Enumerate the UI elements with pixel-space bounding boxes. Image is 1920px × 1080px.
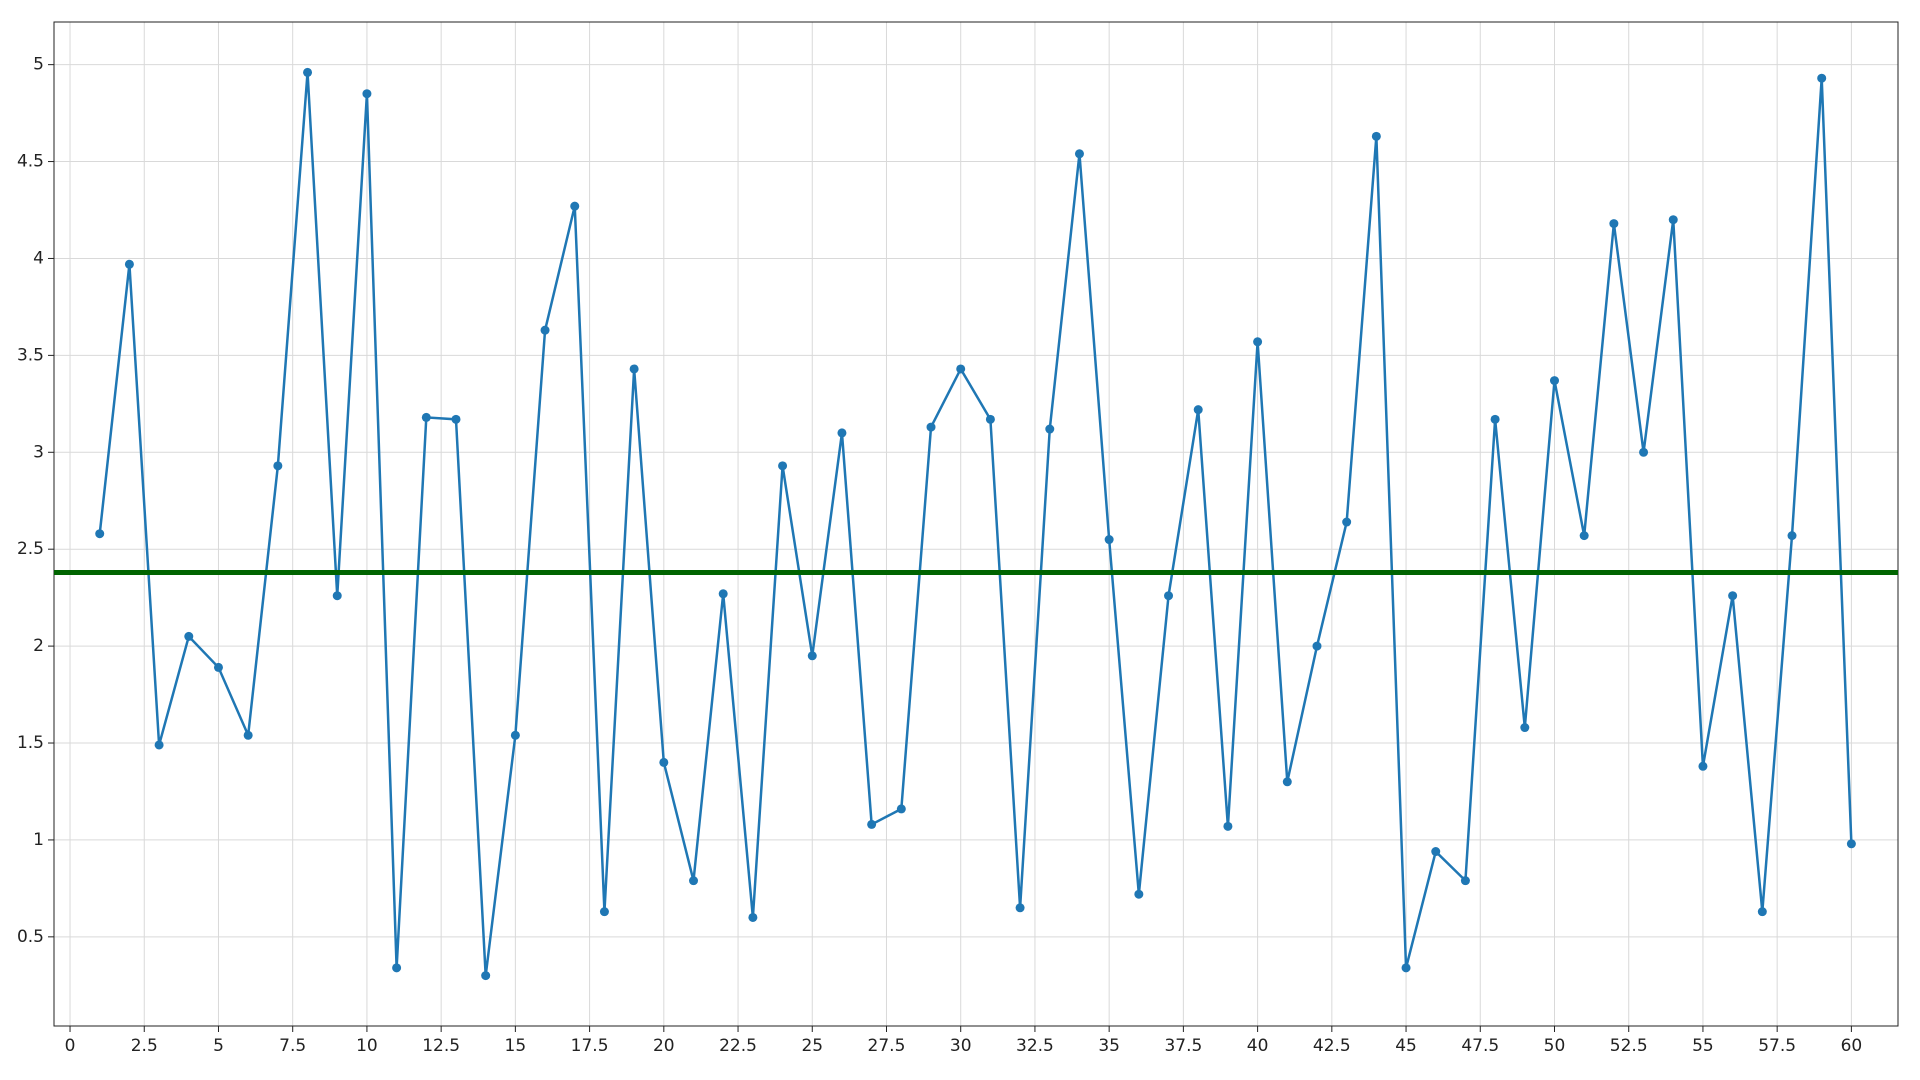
data-point bbox=[1223, 821, 1233, 831]
x-tick-label: 27.5 bbox=[868, 1036, 906, 1056]
data-point bbox=[1639, 447, 1649, 457]
y-tick-label: 1.5 bbox=[17, 733, 44, 753]
data-point bbox=[362, 89, 372, 99]
x-tick-label: 17.5 bbox=[571, 1036, 609, 1056]
y-tick-label: 4.5 bbox=[17, 152, 44, 172]
data-point bbox=[659, 757, 669, 767]
data-point bbox=[1401, 963, 1411, 973]
data-point bbox=[1668, 215, 1678, 225]
data-point bbox=[599, 907, 609, 917]
x-tick-label: 55 bbox=[1692, 1036, 1714, 1056]
data-point bbox=[1282, 777, 1292, 787]
y-tick-label: 5 bbox=[33, 55, 44, 75]
y-tick-label: 3 bbox=[33, 442, 44, 462]
data-point bbox=[303, 67, 313, 77]
data-point bbox=[748, 912, 758, 922]
data-point bbox=[1549, 376, 1559, 386]
y-tick-label: 4 bbox=[33, 248, 44, 268]
data-point bbox=[1342, 517, 1352, 527]
y-tick-label: 2.5 bbox=[17, 539, 44, 559]
x-tick-label: 0 bbox=[65, 1036, 76, 1056]
data-point bbox=[1193, 405, 1203, 415]
data-point bbox=[896, 804, 906, 814]
data-point bbox=[1045, 424, 1055, 434]
data-point bbox=[867, 819, 877, 829]
x-tick-label: 15 bbox=[505, 1036, 527, 1056]
data-point bbox=[451, 414, 461, 424]
x-tick-label: 7.5 bbox=[279, 1036, 306, 1056]
data-point bbox=[154, 740, 164, 750]
data-point bbox=[332, 591, 342, 601]
data-point bbox=[1253, 337, 1263, 347]
data-point bbox=[1757, 907, 1767, 917]
x-tick-label: 57.5 bbox=[1758, 1036, 1796, 1056]
plot-frame bbox=[53, 21, 1899, 1027]
data-point bbox=[570, 201, 580, 211]
data-point bbox=[1579, 531, 1589, 541]
data-point bbox=[837, 428, 847, 438]
y-tick-label: 3.5 bbox=[17, 345, 44, 365]
data-point bbox=[1846, 839, 1856, 849]
x-tick-label: 30 bbox=[950, 1036, 972, 1056]
data-point bbox=[956, 364, 966, 374]
data-point bbox=[273, 461, 283, 471]
x-tick-label: 50 bbox=[1544, 1036, 1566, 1056]
data-point bbox=[1134, 889, 1144, 899]
data-point bbox=[629, 364, 639, 374]
x-tick-label: 45 bbox=[1395, 1036, 1417, 1056]
x-tick-label: 60 bbox=[1841, 1036, 1863, 1056]
data-point bbox=[421, 412, 431, 422]
data-point bbox=[926, 422, 936, 432]
x-tick-label: 2.5 bbox=[131, 1036, 158, 1056]
data-point bbox=[213, 662, 223, 672]
data-point bbox=[1104, 535, 1114, 545]
x-tick-label: 42.5 bbox=[1313, 1036, 1351, 1056]
y-tick-label: 1 bbox=[33, 830, 44, 850]
data-point bbox=[1787, 531, 1797, 541]
x-tick-label: 5 bbox=[213, 1036, 224, 1056]
x-tick-label: 25 bbox=[801, 1036, 823, 1056]
data-point bbox=[1371, 131, 1381, 141]
data-point bbox=[1490, 414, 1500, 424]
x-tick-label: 10 bbox=[356, 1036, 378, 1056]
y-tick-label: 2 bbox=[33, 636, 44, 656]
data-point bbox=[124, 259, 134, 269]
data-point bbox=[1431, 847, 1441, 857]
data-point bbox=[689, 876, 699, 886]
x-tick-label: 20 bbox=[653, 1036, 675, 1056]
data-point bbox=[1609, 219, 1619, 229]
data-point bbox=[718, 589, 728, 599]
data-point bbox=[392, 963, 402, 973]
data-point bbox=[540, 325, 550, 335]
data-point bbox=[778, 461, 788, 471]
data-point bbox=[1164, 591, 1174, 601]
y-tick-label: 0.5 bbox=[17, 927, 44, 947]
data-point bbox=[1312, 641, 1322, 651]
data-point bbox=[510, 730, 520, 740]
data-point bbox=[1698, 761, 1708, 771]
data-point bbox=[807, 651, 817, 661]
x-tick-label: 40 bbox=[1247, 1036, 1269, 1056]
data-point bbox=[1817, 73, 1827, 83]
data-point bbox=[985, 414, 995, 424]
data-point bbox=[1015, 903, 1025, 913]
data-point bbox=[1728, 591, 1738, 601]
x-tick-label: 32.5 bbox=[1016, 1036, 1054, 1056]
data-point bbox=[1074, 149, 1084, 159]
data-point bbox=[184, 631, 194, 641]
data-point bbox=[95, 529, 105, 539]
x-tick-label: 12.5 bbox=[422, 1036, 460, 1056]
x-tick-label: 37.5 bbox=[1164, 1036, 1202, 1056]
data-point bbox=[243, 730, 253, 740]
x-tick-label: 47.5 bbox=[1461, 1036, 1499, 1056]
x-tick-label: 22.5 bbox=[719, 1036, 757, 1056]
x-tick-label: 35 bbox=[1098, 1036, 1120, 1056]
x-tick-label: 52.5 bbox=[1610, 1036, 1648, 1056]
series-line bbox=[98, 72, 1853, 976]
data-point bbox=[1460, 876, 1470, 886]
data-point bbox=[1520, 723, 1530, 733]
data-point bbox=[481, 971, 491, 981]
